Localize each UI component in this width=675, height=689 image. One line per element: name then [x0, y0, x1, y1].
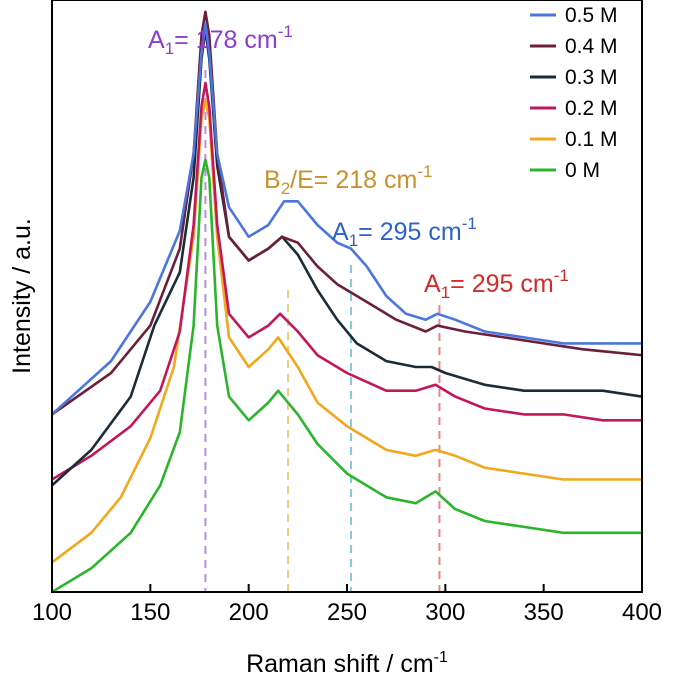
- x-tick-label-2: 200: [229, 599, 269, 626]
- y-axis-label: Intensity / a.u.: [8, 218, 36, 374]
- x-tick-label-0: 100: [32, 599, 72, 626]
- annotation-2-sup: -1: [462, 214, 477, 233]
- annotation-2-main: A: [332, 218, 349, 246]
- x-axis-label-text: Raman shift / cm: [246, 650, 434, 678]
- series-line-0: [52, 22, 642, 416]
- legend-label-0: 0.5 M: [565, 4, 618, 27]
- annotation-1: B2/E= 218 cm-1: [264, 162, 432, 198]
- annotation-0-sub: 1: [165, 39, 174, 58]
- x-axis-label: Raman shift / cm-1: [246, 649, 448, 678]
- series-line-2: [52, 28, 642, 487]
- legend-label-3: 0.2 M: [565, 97, 618, 120]
- annotation-3-sub: 1: [441, 283, 450, 302]
- x-tick-label-5: 350: [524, 599, 564, 626]
- annotation-2-rest: = 295 cm: [358, 218, 462, 246]
- annotation-3-sup: -1: [554, 266, 569, 285]
- annotation-2-sub: 1: [349, 231, 358, 250]
- annotation-1-main: B: [264, 166, 281, 194]
- annotation-2: A1= 295 cm-1: [332, 214, 477, 250]
- annotation-1-rest: /E= 218 cm: [290, 166, 417, 194]
- annotation-3-main: A: [424, 270, 441, 298]
- series-line-1: [52, 10, 642, 416]
- x-tick-label-6: 400: [622, 599, 662, 626]
- series-layer: [52, 10, 642, 592]
- annotation-3-rest: = 295 cm: [450, 270, 554, 298]
- legend: 0.5 M 0.4 M 0.3 M 0.2 M 0.1 M 0 M: [530, 4, 618, 182]
- legend-label-1: 0.4 M: [565, 35, 618, 58]
- x-tick-label-3: 250: [327, 599, 367, 626]
- legend-label-4: 0.1 M: [565, 128, 618, 151]
- legend-label-5: 0 M: [565, 159, 600, 182]
- annotation-0-main: A: [148, 26, 165, 54]
- x-tick-label-1: 150: [130, 599, 170, 626]
- annotation-0-rest: = 178 cm: [174, 26, 278, 54]
- legend-label-2: 0.3 M: [565, 66, 618, 89]
- x-axis-label-sup: -1: [434, 649, 448, 666]
- series-line-3: [52, 81, 642, 481]
- peak-marker-lines: [204, 70, 441, 592]
- series-line-5: [52, 158, 642, 592]
- annotation-0-sup: -1: [278, 22, 293, 41]
- peak-annotations: A1= 178 cm-1B2/E= 218 cm-1A1= 295 cm-1A1…: [148, 22, 569, 302]
- annotation-1-sup: -1: [417, 162, 432, 181]
- series-line-4: [52, 99, 642, 564]
- annotation-1-sub: 2: [281, 179, 290, 198]
- x-tick-label-4: 300: [425, 599, 465, 626]
- annotation-0: A1= 178 cm-1: [148, 22, 293, 58]
- annotation-3: A1= 295 cm-1: [424, 266, 569, 302]
- x-axis-ticks: 100 150 200 250 300 350 400: [32, 584, 662, 626]
